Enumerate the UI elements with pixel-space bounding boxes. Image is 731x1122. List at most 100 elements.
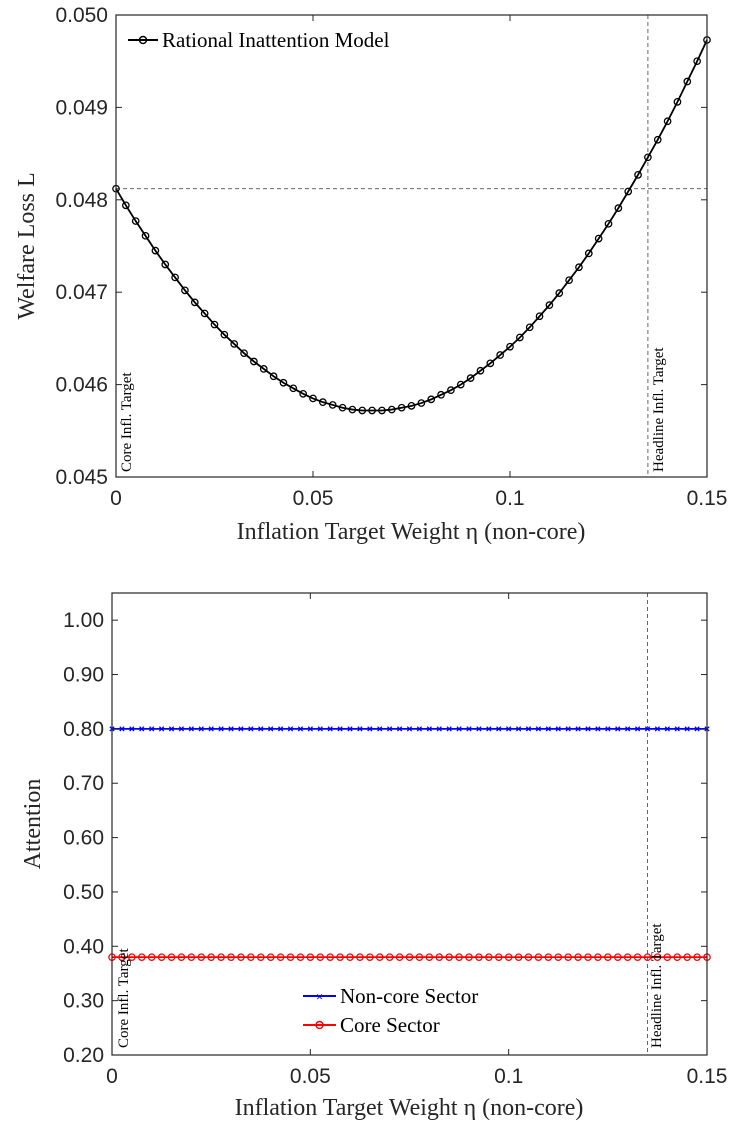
attention-series-0-point-46 <box>565 726 571 732</box>
welfare-series-0-point-56 <box>663 117 672 126</box>
attention-series-0-point-49 <box>595 726 601 732</box>
welfare-series-0-point-48 <box>584 249 593 258</box>
welfare-series-0-point-21 <box>318 398 327 407</box>
welfare-series-0-point-50 <box>604 219 613 228</box>
core-target-annotation-top: Core Infl. Target <box>119 372 135 472</box>
attention-ytick-label-6: 0.80 <box>63 718 104 741</box>
welfare-ytick-label-5: 0.050 <box>55 4 108 27</box>
welfare-series-0-point-52 <box>624 187 633 196</box>
attention-xtick-label-3: 0.15 <box>687 1065 728 1088</box>
attention-series-1-point-55 <box>653 953 662 962</box>
attention-series-0-point-11 <box>218 726 224 732</box>
welfare-series-0-point-14 <box>250 357 258 366</box>
attention-series-0-point-27 <box>377 726 383 732</box>
welfare-series-0-point-59 <box>693 57 702 66</box>
welfare-series-0-point-4 <box>151 246 160 255</box>
attention-series-1-point-4 <box>147 953 156 962</box>
attention-series-0-point-1 <box>119 726 125 732</box>
welfare-xtick-label-1: 0.05 <box>293 487 334 510</box>
attention-series-0-point-54 <box>644 726 651 732</box>
attention-series-1-point-10 <box>207 953 216 962</box>
attention-series-0-point-30 <box>406 726 413 732</box>
welfare-series-0-point-13 <box>240 349 248 358</box>
welfare-series-0-point-45 <box>555 289 564 297</box>
attention-series-0-point-8 <box>188 726 194 732</box>
attention-ytick-label-7: 0.90 <box>63 664 104 687</box>
attention-series-1-point-5 <box>157 953 166 962</box>
welfare-series-0-point-16 <box>269 372 278 381</box>
welfare-series-0-point-42 <box>525 323 534 332</box>
attention-series-0-point-15 <box>258 726 264 732</box>
attention-series-1-point-1 <box>118 953 126 962</box>
attention-series-0-point-18 <box>287 726 294 732</box>
welfare-ytick-label-0: 0.045 <box>55 466 108 489</box>
welfare-ytick-label-3: 0.048 <box>55 189 108 212</box>
welfare-series-0-point-35 <box>456 380 465 389</box>
attention-series-1-point-59 <box>693 953 701 962</box>
welfare-series-0-point-53 <box>634 171 642 179</box>
welfare-series-0-point-32 <box>427 395 436 404</box>
attention-series-1-point-9 <box>197 953 206 962</box>
attention-series-1-point-6 <box>167 953 176 962</box>
welfare-series-0-point-38 <box>486 359 495 368</box>
attention-series-1-point-47 <box>574 953 582 962</box>
attention-series-0-point-29 <box>396 726 403 732</box>
attention-series-0-point-5 <box>158 726 165 732</box>
welfare-series-0-point-9 <box>200 309 209 318</box>
attention-series-0-point-32 <box>426 726 432 732</box>
welfare-ytick-label-2: 0.047 <box>55 281 108 304</box>
attention-series-1-point-33 <box>435 953 444 962</box>
welfare-series-0-point-11 <box>220 330 229 339</box>
attention-series-0-point-34 <box>446 726 452 732</box>
attention-series-0-point-44 <box>545 726 551 732</box>
attention-series-1-point-12 <box>227 953 235 962</box>
headline-target-annotation-bottom: Headline Infl. Target <box>649 923 665 1048</box>
attention-xtick-label-1: 0.05 <box>290 1065 331 1088</box>
attention-series-0-point-6 <box>168 726 175 732</box>
welfare-series-0-point-22 <box>328 401 337 409</box>
welfare-series-0-point-8 <box>190 298 199 307</box>
welfare-series-0-point-23 <box>338 403 347 412</box>
attention-series-1-point-23 <box>336 953 344 962</box>
attention-series-1-point-22 <box>326 953 335 962</box>
welfare-series-0-point-39 <box>496 351 504 359</box>
attention-series-1-point-43 <box>534 953 543 962</box>
attention-series-0-point-7 <box>178 726 185 732</box>
welfare-series-0-point-24 <box>348 405 357 414</box>
attention-series-1-point-24 <box>346 953 354 962</box>
attention-series-1-point-56 <box>663 953 672 962</box>
attention-xtick-label-2: 0.1 <box>494 1065 523 1088</box>
attention-series-0-point-59 <box>694 726 700 732</box>
attention-series-1-point-37 <box>475 953 483 962</box>
legend-marker-core <box>315 1020 324 1030</box>
welfare-series-0-point-51 <box>614 204 623 212</box>
welfare-loss-marks <box>112 15 711 477</box>
attention-ytick-label-8: 1.00 <box>63 609 104 632</box>
welfare-series-0-point-44 <box>545 301 554 309</box>
attention-chart: 0 0.05 0.1 0.15 0.20 0.30 0.40 0.50 0.60 0.70 0.80… <box>20 592 727 1121</box>
attention-series-1-point-8 <box>187 953 196 962</box>
welfare-series-0-point-20 <box>309 394 317 403</box>
attention-ytick-label-3: 0.50 <box>63 881 104 904</box>
attention-series-0-point-26 <box>367 726 373 732</box>
attention-series-1-point-36 <box>465 953 473 962</box>
attention-series-1-point-35 <box>455 953 463 962</box>
attention-series-1-point-19 <box>296 953 305 962</box>
attention-series-1-point-39 <box>494 953 503 962</box>
attention-series-0-point-55 <box>654 726 661 732</box>
welfare-xtick-label-0: 0 <box>110 487 122 510</box>
attention-series-1-point-30 <box>405 953 414 962</box>
attention-series-1-point-15 <box>256 953 265 962</box>
welfare-series-0-point-6 <box>171 273 179 282</box>
attention-series-0-point-17 <box>277 726 284 732</box>
welfare-series-0-point-19 <box>299 389 307 398</box>
attention-series-1-point-54 <box>643 953 652 962</box>
attention-ticks: 0 0.05 0.1 0.15 0.20 0.30 0.40 0.50 0.60 0.70 0.80… <box>63 593 727 1088</box>
attention-series-0-point-20 <box>307 726 313 732</box>
welfare-series-0-point-57 <box>673 98 682 106</box>
attention-series-1-point-13 <box>237 953 245 962</box>
attention-series-1-point-32 <box>425 953 434 962</box>
attention-series-0-point-19 <box>297 726 304 732</box>
attention-series-0-point-50 <box>605 726 611 732</box>
attention-series-0-point-47 <box>575 726 581 732</box>
